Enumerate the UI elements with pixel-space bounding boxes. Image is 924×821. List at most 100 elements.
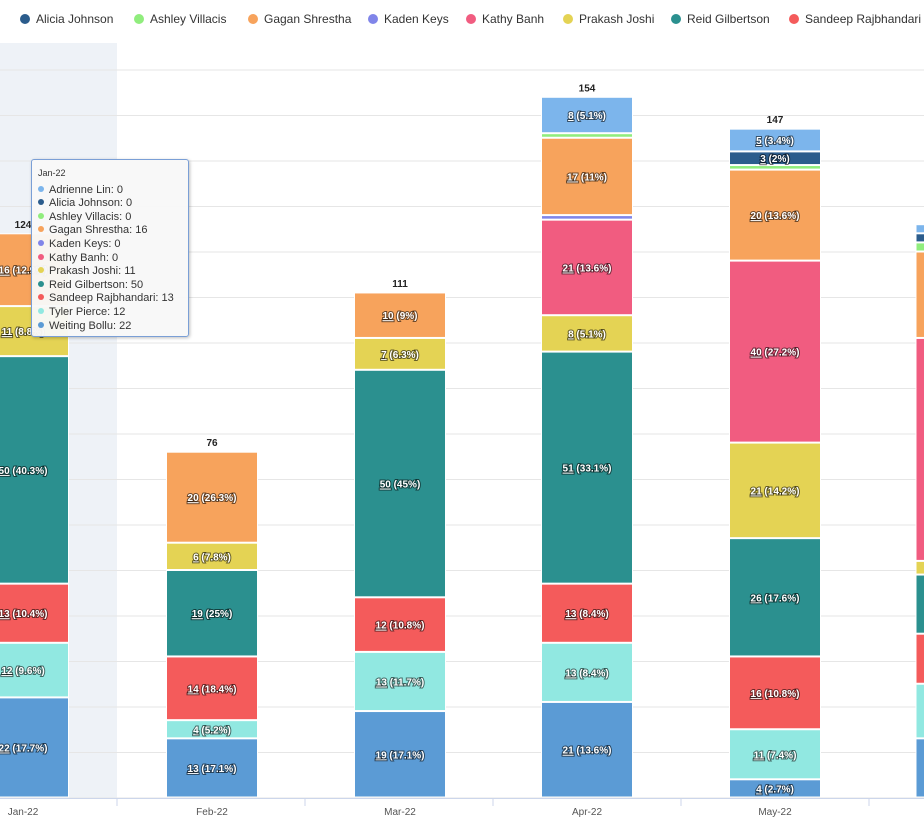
x-tick-label: Apr-22	[572, 807, 602, 818]
legend-item-kaden-keys[interactable]: Kaden Keys	[368, 12, 449, 26]
series-dot-icon	[38, 307, 44, 314]
stack-total-label: 124	[15, 220, 32, 231]
bar-segment-reid-gilbertson	[354, 369, 446, 598]
partial-bar-segment-adrienne-lin	[915, 224, 924, 234]
data-label: 12 (10.8%)	[376, 621, 425, 632]
tooltip-row-text: Prakash Joshi: 11	[49, 265, 136, 278]
data-label: 13 (17.1%)	[188, 764, 237, 775]
data-label: 16 (10.8%)	[751, 689, 800, 700]
legend-marker-icon	[134, 14, 144, 24]
data-label: 21 (14.2%)	[751, 486, 800, 497]
data-label: 11 (7.4%)	[754, 750, 797, 761]
bar-segment-reid-gilbertson	[541, 351, 633, 584]
data-label: 14 (18.4%)	[188, 684, 237, 695]
series-dot-icon	[38, 294, 44, 301]
data-label: 12 (9.6%)	[1, 666, 44, 677]
legend-item-sandeep-rajbhandari[interactable]: Sandeep Rajbhandari	[789, 12, 921, 26]
partial-bar-segment-sandeep-rajbhandari	[915, 633, 924, 684]
bar-segment-tyler-pierce	[729, 729, 821, 780]
legend-label: Kaden Keys	[384, 12, 449, 26]
bar-segment-gagan-shrestha	[166, 451, 258, 543]
bar-segment-prakash-joshi	[729, 442, 821, 539]
tooltip-row: Kaden Keys: 0	[38, 238, 182, 252]
data-label: 8 (5.1%)	[568, 111, 606, 122]
tooltip-row-text: Tyler Pierce: 12	[49, 305, 126, 318]
x-tick-label: May-22	[758, 807, 792, 818]
series-dot-icon	[38, 321, 44, 328]
legend-marker-icon	[466, 14, 476, 24]
data-label: 19 (25%)	[192, 609, 233, 620]
bar-segment-tyler-pierce	[541, 642, 633, 702]
data-label: 21 (13.6%)	[563, 263, 612, 274]
bar-segment-prakash-joshi	[541, 315, 633, 352]
bar-segment-reid-gilbertson	[166, 570, 258, 657]
bar-segment-weiting-bollu	[0, 697, 69, 798]
series-dot-icon	[38, 267, 44, 274]
tooltip-row: Alicia Johnson: 0	[38, 197, 182, 211]
partial-bar-segment-weiting-bollu	[915, 738, 924, 798]
legend-marker-icon	[248, 14, 258, 24]
tooltip-row: Prakash Joshi: 11	[38, 265, 182, 279]
data-label: 22 (17.7%)	[0, 743, 47, 754]
partial-bar-segment-alicia-johnson	[915, 233, 924, 243]
data-label: 26 (17.6%)	[751, 593, 800, 604]
partial-bar-segment-prakash-joshi	[915, 560, 924, 575]
data-label: 50 (45%)	[380, 480, 421, 491]
tooltip-row-text: Weiting Bollu: 22	[49, 319, 132, 332]
data-label: 13 (8.4%)	[565, 609, 608, 620]
data-label: 50 (40.3%)	[0, 466, 47, 477]
legend-marker-icon	[671, 14, 681, 24]
legend-label: Ashley Villacis	[150, 12, 227, 26]
partial-bar-segment-gagan-shrestha	[915, 251, 924, 338]
tooltip-row: Reid Gilbertson: 50	[38, 279, 182, 293]
data-label: 40 (27.2%)	[751, 348, 800, 359]
bar-segment-weiting-bollu	[729, 779, 821, 798]
legend-marker-icon	[368, 14, 378, 24]
bar-segment-sandeep-rajbhandari	[729, 656, 821, 730]
partial-bar-segment-reid-gilbertson	[915, 574, 924, 634]
legend-label: Gagan Shrestha	[264, 12, 352, 26]
tooltip-row-text: Ashley Villacis: 0	[49, 210, 132, 223]
data-label: 10 (9%)	[382, 311, 417, 322]
x-tick-label: Jan-22	[8, 807, 39, 818]
legend-item-reid-gilbertson[interactable]: Reid Gilbertson	[671, 12, 770, 26]
legend-label: Reid Gilbertson	[687, 12, 770, 26]
legend-item-ashley-villacis[interactable]: Ashley Villacis	[134, 12, 226, 26]
bar-segment-prakash-joshi	[354, 337, 446, 370]
legend-item-gagan-shrestha[interactable]: Gagan Shrestha	[248, 12, 351, 26]
x-tick-label: Mar-22	[384, 807, 416, 818]
tooltip-row: Sandeep Rajbhandari: 13	[38, 292, 182, 306]
tooltip-row: Gagan Shrestha: 16	[38, 224, 182, 238]
series-dot-icon	[38, 280, 44, 287]
legend-item-kathy-banh[interactable]: Kathy Banh	[466, 12, 544, 26]
legend-label: Alicia Johnson	[36, 12, 114, 26]
tooltip-row-text: Alicia Johnson: 0	[49, 197, 133, 210]
tooltip-row: Adrienne Lin: 0	[38, 184, 182, 198]
series-dot-icon	[38, 199, 44, 206]
bar-segment-weiting-bollu	[354, 711, 446, 798]
tooltip-title: Jan-22	[38, 168, 66, 178]
data-label: 4 (2.7%)	[756, 784, 794, 795]
bar-segment-weiting-bollu	[166, 738, 258, 798]
data-label: 13 (10.4%)	[0, 609, 47, 620]
data-label: 20 (13.6%)	[751, 211, 800, 222]
tooltip-row-text: Reid Gilbertson: 50	[49, 278, 144, 291]
data-label: 13 (11.7%)	[376, 677, 424, 688]
bar-segment-alicia-johnson	[729, 151, 821, 166]
tooltip-row-text: Gagan Shrestha: 16	[49, 224, 148, 237]
legend-item-prakash-joshi[interactable]: Prakash Joshi	[563, 12, 654, 26]
series-dot-icon	[38, 185, 44, 192]
data-label: 19 (17.1%)	[376, 750, 425, 761]
bar-segment-sandeep-rajbhandari	[354, 597, 446, 652]
bar-segment-gagan-shrestha	[729, 169, 821, 261]
bar-segment-ashley-villacis	[729, 165, 821, 170]
legend-item-alicia-johnson[interactable]: Alicia Johnson	[20, 12, 113, 26]
data-label: 5 (3.4%)	[756, 136, 794, 147]
bar-segment-weiting-bollu	[541, 701, 633, 798]
bar-segment-sandeep-rajbhandari	[166, 656, 258, 721]
tooltip-row-text: Kathy Banh: 0	[49, 251, 119, 264]
data-label: 21 (13.6%)	[563, 746, 612, 757]
